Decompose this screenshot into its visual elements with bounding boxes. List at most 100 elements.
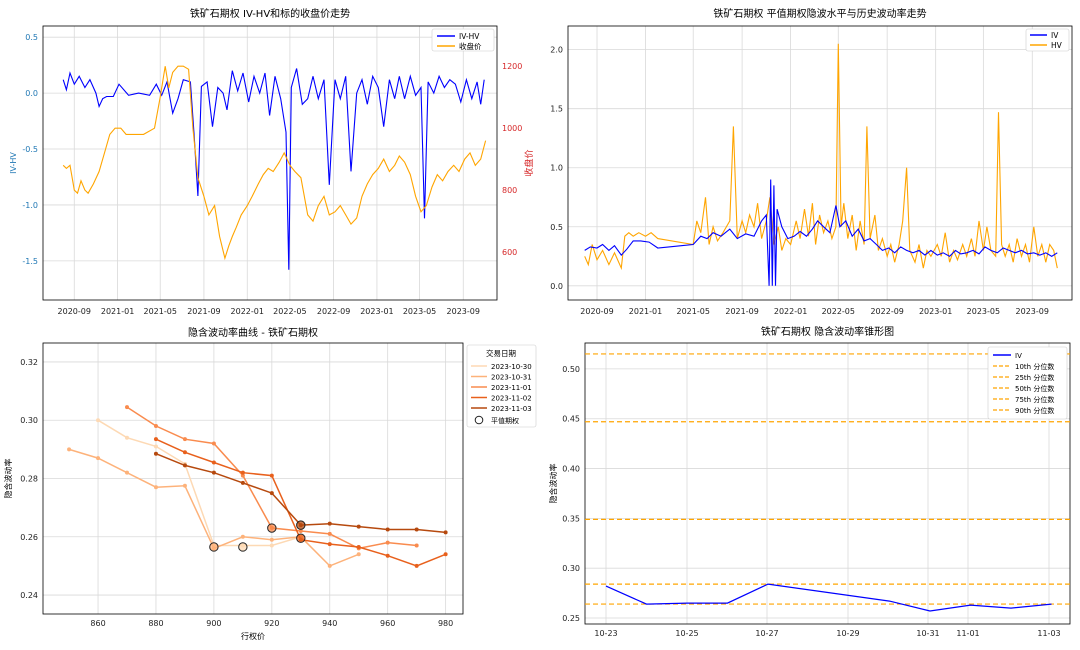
legend-label: HV: [1051, 41, 1063, 50]
y-tick-label: 0.32: [20, 358, 38, 367]
x-tick-label: 2023-09: [447, 307, 480, 316]
atm-marker: [209, 542, 219, 552]
data-point: [298, 528, 303, 533]
data-point: [211, 441, 216, 446]
data-point: [240, 473, 245, 478]
y2-axis-label: 收盘价: [523, 149, 535, 176]
x-tick-label: 2023-05: [967, 307, 1000, 316]
legend-box: [987, 346, 1068, 420]
x-tick-label: 2021-05: [144, 307, 177, 316]
data-point: [356, 544, 361, 549]
x-tick-label: 2022-09: [317, 307, 350, 316]
data-point: [125, 435, 129, 440]
y-axis-label: 隐含波动率: [548, 464, 558, 504]
legend-label: IV-HV: [459, 32, 480, 41]
legend-label: 2023-10-31: [491, 374, 532, 382]
data-point: [356, 524, 361, 529]
x-tick-label: 10-23: [594, 629, 617, 638]
data-point: [327, 563, 332, 568]
chart-iv-hv-trend: 2020-09 2021-01 2021-05 2021-09 2022-01 2022-…: [550, 7, 1073, 316]
data-point: [327, 521, 332, 526]
data-point: [327, 542, 332, 547]
data-point: [96, 456, 101, 461]
data-point: [240, 534, 245, 539]
plot-frame: [42, 342, 464, 615]
y-axis-label: IV-HV: [9, 152, 18, 174]
series-line: [97, 419, 302, 547]
legend: 交易日期 2023-10-30 2023-10-31 2023-11-01 2023-1…: [466, 344, 537, 428]
y-tick-label: 0.5: [25, 33, 38, 42]
data-point: [414, 543, 419, 548]
y-tick-label: 0.40: [562, 465, 580, 474]
x-tick-label: 920: [264, 619, 279, 628]
y-axis-label: 隐含波动率: [3, 459, 13, 499]
data-point: [443, 552, 448, 557]
chart-iv-cone: 10-23 10-25 10-27 10-29 10-31 11-01 11-03 0.25 0…: [548, 325, 1071, 638]
data-point: [211, 470, 216, 475]
data-point: [67, 447, 72, 452]
data-point: [327, 531, 332, 536]
y-tick-label: 0.5: [550, 223, 563, 232]
x-tick-label: 2020-09: [580, 307, 613, 316]
data-point: [211, 460, 216, 465]
x-tick-label: 2022-01: [231, 307, 264, 316]
y-tick-label: 2.0: [550, 46, 563, 55]
legend-label: 2023-10-30: [491, 363, 532, 371]
atm-marker: [296, 520, 306, 530]
data-point: [153, 485, 158, 490]
chart-title: 铁矿石期权 IV-HV和标的收盘价走势: [190, 7, 350, 20]
x-axis-label: 行权价: [241, 631, 265, 641]
y-tick-label: 0.45: [562, 415, 580, 424]
legend-box: [1025, 28, 1070, 52]
x-tick-label: 2021-01: [101, 307, 134, 316]
data-point: [182, 437, 187, 442]
data-point: [269, 473, 274, 478]
chart-title: 铁矿石期权 平值期权隐波水平与历史波动率走势: [713, 7, 926, 20]
series-line: [62, 65, 487, 261]
y-tick-label: 1.0: [550, 164, 563, 173]
data-point: [153, 437, 158, 442]
y-tick-label: 0.25: [562, 614, 580, 623]
series-line: [155, 438, 446, 567]
x-tick-label: 2022-09: [870, 307, 903, 316]
legend-label: 75th 分位数: [1015, 395, 1054, 404]
data-point: [240, 470, 245, 475]
data-point: [96, 418, 101, 423]
series-line: [62, 68, 485, 270]
legend-label: 50th 分位数: [1015, 384, 1054, 393]
chart-title: 铁矿石期权 隐含波动率锥形图: [761, 325, 894, 338]
data-point: [443, 530, 448, 535]
y-tick-label: -0.5: [22, 145, 38, 154]
data-point: [385, 540, 390, 545]
data-point: [269, 537, 274, 542]
x-tick-label: 2021-01: [629, 307, 662, 316]
atm-marker: [267, 523, 277, 533]
x-tick-label: 2023-01: [919, 307, 952, 316]
legend-label: 2023-11-01: [491, 384, 532, 392]
x-tick-label: 940: [322, 619, 337, 628]
y-tick-label: 0.26: [20, 533, 38, 542]
data-point: [240, 480, 245, 485]
data-point: [385, 553, 390, 558]
x-tick-label: 2022-01: [774, 307, 807, 316]
y-tick-label: 0.24: [20, 591, 38, 600]
data-point: [153, 424, 158, 429]
x-tick-label: 2021-05: [676, 307, 709, 316]
y-tick-label: -1.0: [22, 201, 38, 210]
data-point: [385, 527, 390, 532]
series-line: [605, 583, 1052, 612]
data-point: [153, 444, 158, 449]
data-point: [125, 405, 129, 410]
x-tick-label: 11-01: [956, 629, 979, 638]
data-point: [356, 552, 361, 557]
atm-marker: [296, 533, 306, 543]
y2-tick-label: 800: [502, 186, 517, 195]
x-tick-label: 10-31: [916, 629, 939, 638]
plot-frame: [584, 342, 1071, 625]
legend-label: 90th 分位数: [1015, 406, 1054, 415]
data-point: [153, 451, 158, 456]
data-point: [269, 543, 274, 548]
